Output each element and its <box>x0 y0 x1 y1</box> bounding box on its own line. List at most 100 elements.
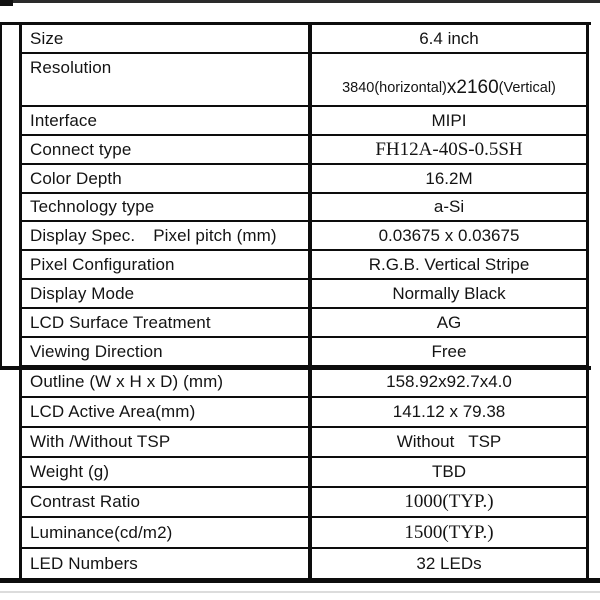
table-row-tsp: With /Without TSP Without TSP <box>22 428 586 458</box>
value-text: 141.12 x 79.38 <box>392 402 506 421</box>
label-text: Interface <box>30 110 98 130</box>
table-row-display-mode: Display Mode Normally Black <box>22 280 586 309</box>
spec-label: LCD Surface Treatment <box>22 309 312 336</box>
spec-label: Technology type <box>22 194 312 220</box>
table-row-contrast-ratio: Contrast Ratio 1000(TYP.) <box>22 488 586 518</box>
spec-value: MIPI <box>312 107 586 134</box>
spec-label: Connect type <box>22 136 312 163</box>
spec-value: TBD <box>312 458 586 486</box>
spec-value: 158.92x92.7x4.0 <box>312 367 586 396</box>
table-row-resolution: Resolution 3840(horizontal) x2160 (Vertica… <box>22 54 586 107</box>
spec-label: Pixel Configuration <box>22 251 312 278</box>
spec-label: Color Depth <box>22 165 312 192</box>
table-row-weight: Weight (g) TBD <box>22 458 586 488</box>
label-text: Pixel Configuration <box>30 254 175 274</box>
spec-label: Resolution <box>22 54 312 105</box>
spec-value: a-Si <box>312 194 586 220</box>
value-text: Without TSP <box>396 432 502 451</box>
table-row-interface: Interface MIPI <box>22 107 586 136</box>
spec-label: Display Spec. Pixel pitch (mm) <box>22 222 312 249</box>
table-row-lcd-surface-treatment: LCD Surface Treatment AG <box>22 309 586 338</box>
spec-label: Weight (g) <box>22 458 312 486</box>
spec-value: AG <box>312 309 586 336</box>
spec-label: Contrast Ratio <box>22 488 312 516</box>
table-row-luminance: Luminance(cd/m2) 1500(TYP.) <box>22 518 586 549</box>
scan-top-edge <box>0 0 600 3</box>
label-text: LCD Surface Treatment <box>30 312 211 332</box>
spec-label: LCD Active Area(mm) <box>22 398 312 426</box>
label-text: Luminance(cd/m2) <box>30 522 173 542</box>
table-row-led-numbers: LED Numbers 32 LEDs <box>22 549 586 579</box>
table-row-pixel-configuration: Pixel Configuration R.G.B. Vertical Stri… <box>22 251 586 280</box>
spec-value: Free <box>312 338 586 365</box>
spec-value: FH12A-40S-0.5SH <box>312 136 586 163</box>
scan-corner-mark <box>0 0 13 6</box>
label-text: Size <box>30 28 64 48</box>
table-row-size: Size 6.4 inch <box>22 25 586 54</box>
value-text: a-Si <box>433 197 465 216</box>
spec-value: 32 LEDs <box>312 549 586 579</box>
value-text: R.G.B. Vertical Stripe <box>368 254 530 274</box>
table-row-lcd-active-area: LCD Active Area(mm) 141.12 x 79.38 <box>22 398 586 428</box>
page-left-edge-line <box>0 22 2 368</box>
value-text: FH12A-40S-0.5SH <box>375 138 523 160</box>
scan-bottom-edge <box>0 591 600 593</box>
spec-label: LED Numbers <box>22 549 312 579</box>
spec-label: Display Mode <box>22 280 312 307</box>
value-text: TBD <box>432 462 466 481</box>
table-row-connect-type: Connect type FH12A-40S-0.5SH <box>22 136 586 165</box>
label-text-secondary: Pixel pitch (mm) <box>153 225 277 245</box>
table-row-viewing-direction: Viewing Direction Free <box>22 338 586 367</box>
value-text: MIPI <box>431 110 467 130</box>
spec-label: Size <box>22 25 312 52</box>
label-text: Display Mode <box>30 283 135 303</box>
label-text: Weight (g) <box>30 462 110 481</box>
value-text: 6.4 inch <box>419 28 479 48</box>
table-bottom-border <box>0 578 600 583</box>
table-top-border <box>0 22 591 25</box>
label-text: Contrast Ratio <box>30 492 141 511</box>
spec-table: Size 6.4 inch Resolution 3840(horizontal… <box>19 25 589 579</box>
label-text: Resolution <box>30 58 112 77</box>
value-text: Normally Black <box>392 283 506 303</box>
resolution-horizontal: 3840(horizontal) <box>342 80 447 96</box>
label-text: LCD Active Area(mm) <box>30 402 196 421</box>
spec-value: 6.4 inch <box>312 25 586 52</box>
value-text: 0.03675 x 0.03675 <box>378 225 520 245</box>
spec-value: 16.2M <box>312 165 586 192</box>
label-text: Outline (W x H x D) (mm) <box>30 371 224 391</box>
label-text: Display Spec. <box>30 225 136 245</box>
label-text: LED Numbers <box>30 554 138 573</box>
spec-value: 1000(TYP.) <box>312 488 586 516</box>
spec-value: 1500(TYP.) <box>312 518 586 547</box>
spec-value: Without TSP <box>312 428 586 456</box>
spec-value: 141.12 x 79.38 <box>312 398 586 426</box>
value-text: 1000(TYP.) <box>404 491 494 512</box>
spec-value: R.G.B. Vertical Stripe <box>312 251 586 278</box>
label-text: With /Without TSP <box>30 432 171 451</box>
table-row-outline: Outline (W x H x D) (mm) 158.92x92.7x4.0 <box>22 367 586 398</box>
label-text: Connect type <box>30 139 132 159</box>
value-text: 158.92x92.7x4.0 <box>386 371 512 391</box>
spec-label: Interface <box>22 107 312 134</box>
resolution-vertical: (Vertical) <box>498 80 556 96</box>
spec-value: 0.03675 x 0.03675 <box>312 222 586 249</box>
value-text: 32 LEDs <box>416 554 482 573</box>
table-row-technology-type: Technology type a-Si <box>22 194 586 222</box>
label-text: Color Depth <box>30 168 122 188</box>
value-text: AG <box>436 312 462 332</box>
table-row-color-depth: Color Depth 16.2M <box>22 165 586 194</box>
resolution-x2160: x2160 <box>446 77 499 98</box>
label-text: Technology type <box>30 197 155 216</box>
spec-value: Normally Black <box>312 280 586 307</box>
table-section-divider <box>0 366 591 370</box>
value-text: 1500(TYP.) <box>404 521 494 543</box>
value-text: Free <box>431 341 467 361</box>
spec-label: Luminance(cd/m2) <box>22 518 312 547</box>
spec-label: Outline (W x H x D) (mm) <box>22 367 312 396</box>
spec-label: Viewing Direction <box>22 338 312 365</box>
label-text: Viewing Direction <box>30 341 163 361</box>
value-text: 16.2M <box>425 168 473 188</box>
spec-label: With /Without TSP <box>22 428 312 456</box>
